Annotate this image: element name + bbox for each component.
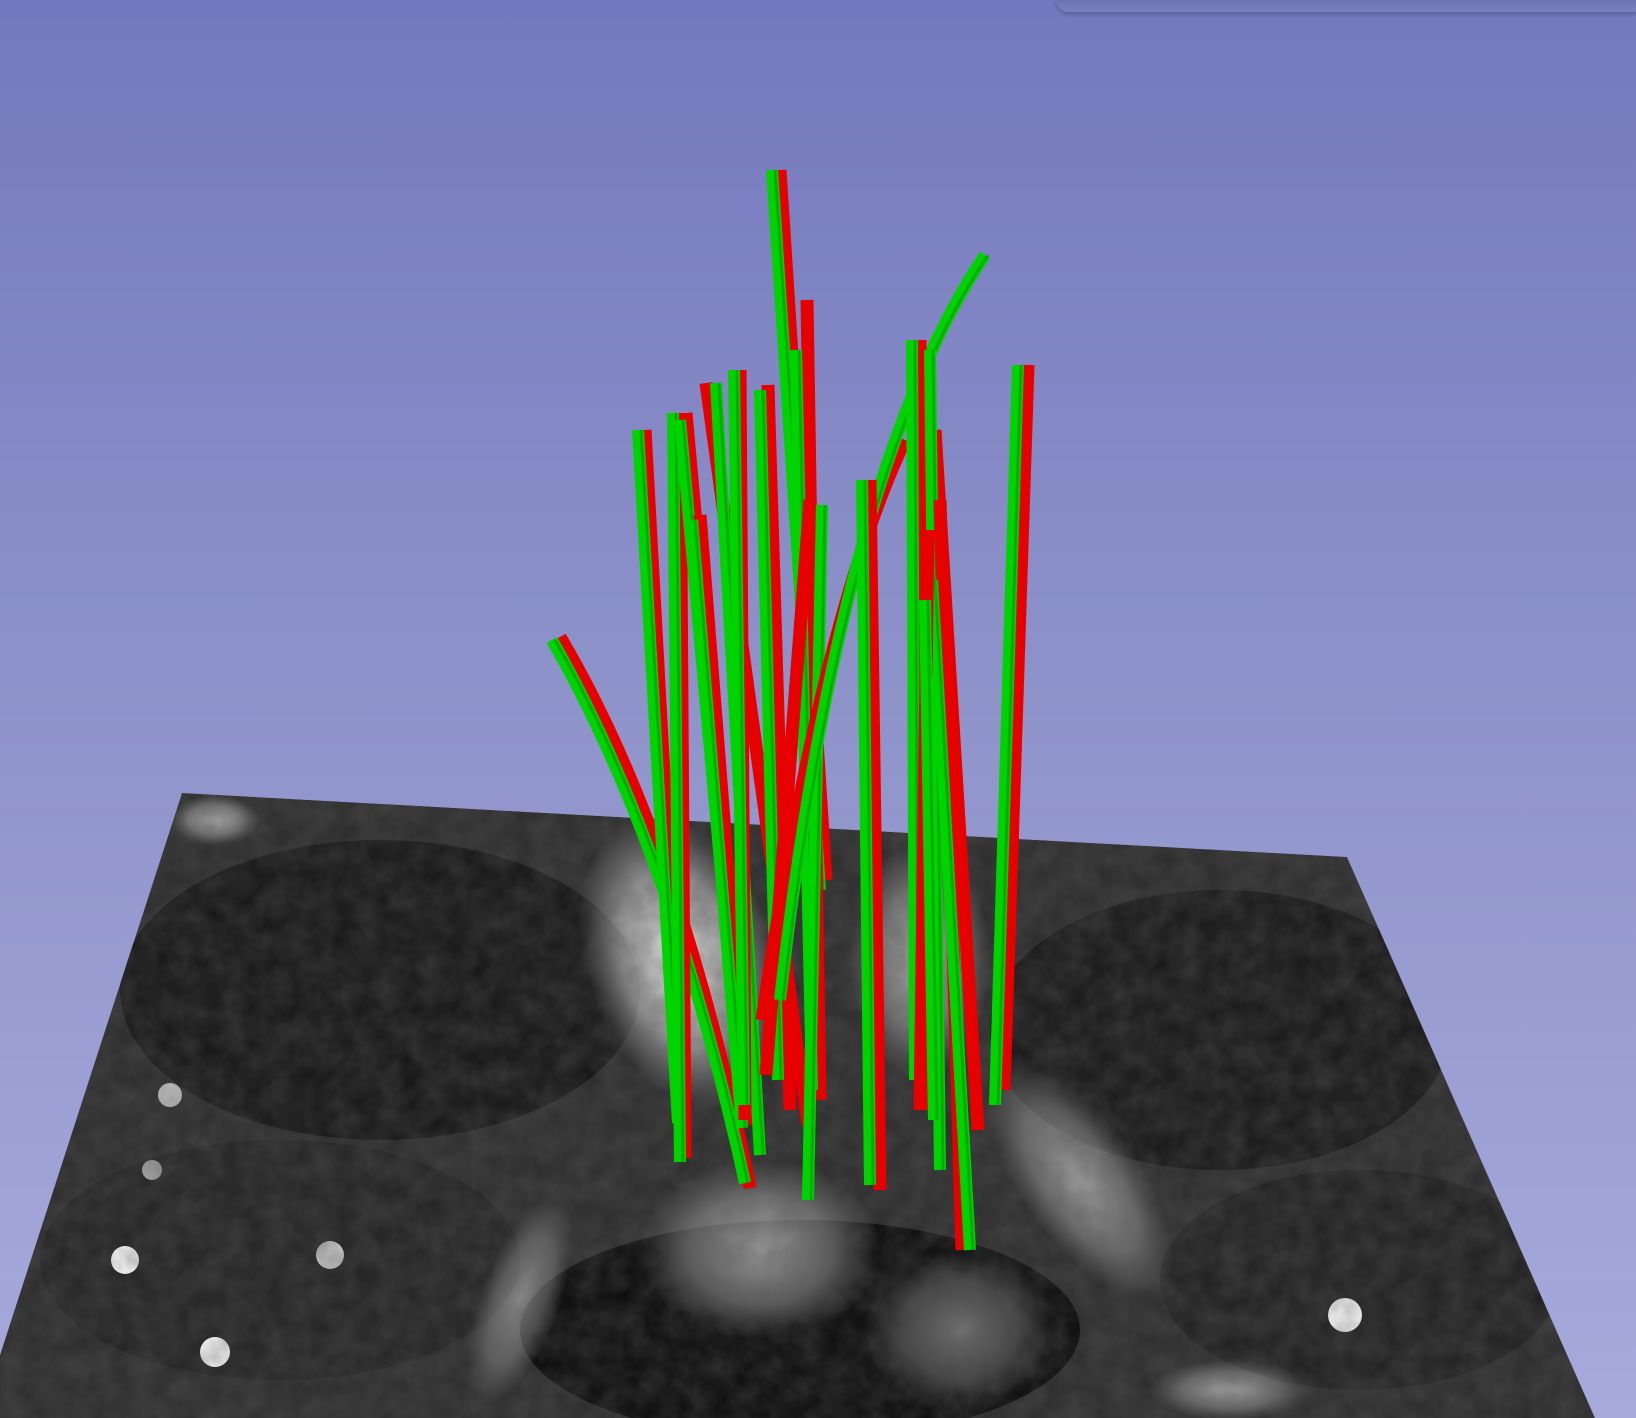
- planned-needle[interactable]: [997, 364, 1035, 1091]
- needle-pair-18[interactable]: [913, 529, 940, 1121]
- needle-shading: [674, 412, 685, 1163]
- needle-shading: [693, 519, 747, 1129]
- needle-shading: [809, 504, 827, 1201]
- actual-needle[interactable]: [906, 339, 921, 1081]
- actual-needle[interactable]: [667, 412, 686, 1163]
- needle-shading: [996, 364, 1023, 1106]
- planned-needle[interactable]: [863, 479, 887, 1191]
- actual-needle[interactable]: [856, 479, 876, 1186]
- needle-pair-17[interactable]: [989, 364, 1035, 1106]
- actual-needle[interactable]: [728, 369, 750, 1106]
- needle-shading: [863, 479, 875, 1186]
- actual-needle[interactable]: [686, 519, 748, 1129]
- actual-needle[interactable]: [989, 364, 1024, 1106]
- needle-group[interactable]: [546, 169, 1035, 1251]
- needle-shading: [735, 369, 749, 1106]
- view-controller-bar[interactable]: [1056, 0, 1636, 12]
- needle-pair-7[interactable]: [728, 369, 752, 1121]
- needle-shading: [933, 579, 975, 1251]
- actual-needle[interactable]: [926, 579, 976, 1251]
- needle-pair-16[interactable]: [926, 499, 976, 1251]
- actual-needle[interactable]: [632, 429, 684, 1124]
- actual-needle[interactable]: [919, 599, 940, 1121]
- needle-pair-3[interactable]: [667, 412, 692, 1163]
- actual-needle[interactable]: [802, 504, 828, 1201]
- needle-shading: [926, 599, 939, 1121]
- needle-pair-13[interactable]: [856, 479, 887, 1191]
